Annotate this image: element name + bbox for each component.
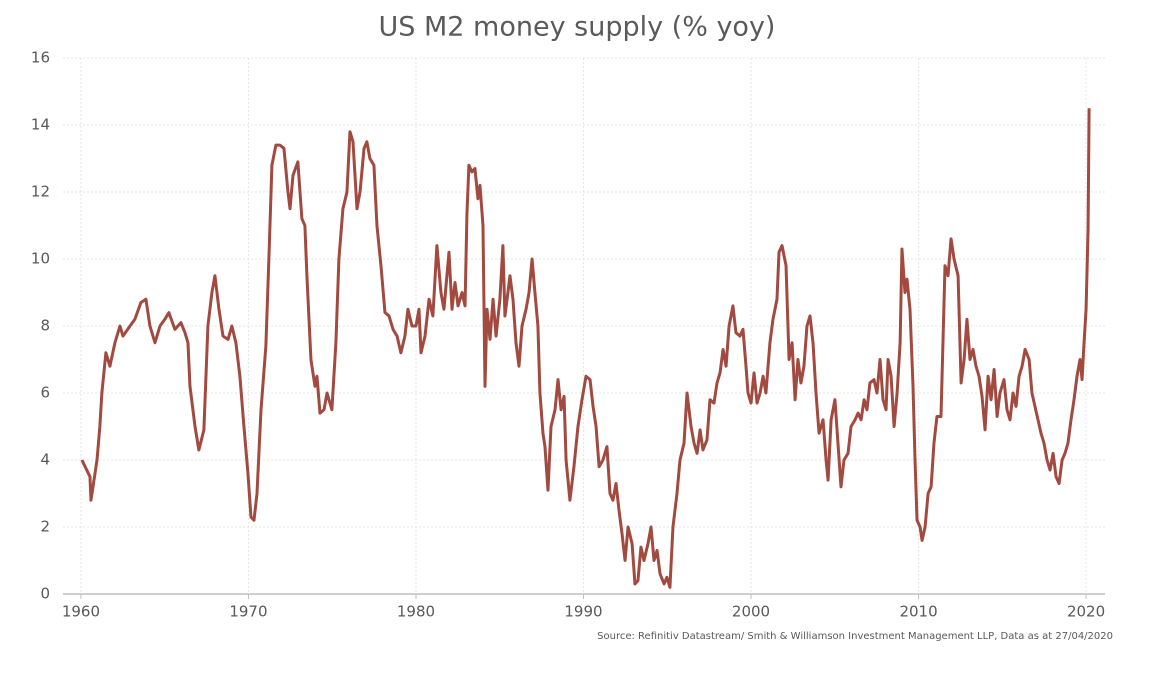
y-tick-label: 6 (40, 384, 50, 402)
y-tick-label: 16 (31, 49, 50, 67)
x-tick-label: 2020 (1067, 603, 1105, 621)
y-tick-label: 10 (31, 250, 50, 268)
data-line (80, 108, 1091, 589)
chart-title: US M2 money supply (% yoy) (379, 12, 776, 43)
x-tick-label: 1960 (62, 603, 100, 621)
y-tick-label: 14 (31, 116, 50, 134)
y-tick-label: 0 (40, 585, 50, 603)
x-tick-label: 1970 (229, 603, 267, 621)
x-tick-label: 1990 (564, 603, 602, 621)
y-tick-label: 4 (40, 451, 50, 469)
y-tick-label: 2 (40, 518, 50, 536)
x-tick-label: 1980 (397, 603, 435, 621)
y-tick-label: 12 (31, 183, 50, 201)
source-note: Source: Refinitiv Datastream/ Smith & Wi… (597, 631, 1113, 642)
x-tick-label: 2010 (899, 603, 937, 621)
y-tick-label: 8 (40, 317, 50, 335)
x-tick-label: 2000 (732, 603, 770, 621)
